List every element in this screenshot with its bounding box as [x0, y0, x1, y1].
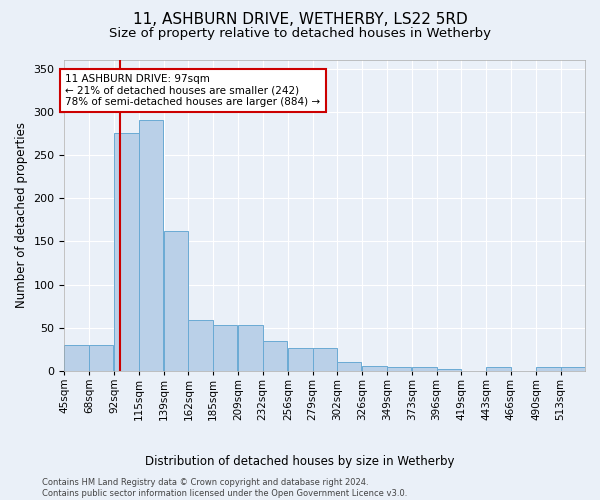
Bar	[313, 348, 337, 371]
Bar	[188, 320, 213, 371]
Text: Contains HM Land Registry data © Crown copyright and database right 2024.
Contai: Contains HM Land Registry data © Crown c…	[42, 478, 407, 498]
Bar	[238, 325, 263, 371]
Bar	[89, 345, 113, 371]
Text: 11 ASHBURN DRIVE: 97sqm
← 21% of detached houses are smaller (242)
78% of semi-d: 11 ASHBURN DRIVE: 97sqm ← 21% of detache…	[65, 74, 320, 107]
Bar	[362, 366, 387, 371]
Text: Distribution of detached houses by size in Wetherby: Distribution of detached houses by size …	[145, 455, 455, 468]
Bar	[164, 231, 188, 371]
Bar	[263, 340, 287, 371]
Text: 11, ASHBURN DRIVE, WETHERBY, LS22 5RD: 11, ASHBURN DRIVE, WETHERBY, LS22 5RD	[133, 12, 467, 28]
Bar	[437, 369, 461, 371]
Bar	[139, 120, 163, 371]
Bar	[337, 362, 361, 371]
Text: Size of property relative to detached houses in Wetherby: Size of property relative to detached ho…	[109, 28, 491, 40]
Bar	[487, 368, 511, 371]
Bar	[536, 368, 560, 371]
Bar	[288, 348, 313, 371]
Bar	[64, 345, 89, 371]
Bar	[213, 325, 237, 371]
Bar	[412, 368, 437, 371]
Bar	[560, 368, 585, 371]
Bar	[114, 134, 139, 371]
Y-axis label: Number of detached properties: Number of detached properties	[15, 122, 28, 308]
Bar	[387, 366, 411, 371]
